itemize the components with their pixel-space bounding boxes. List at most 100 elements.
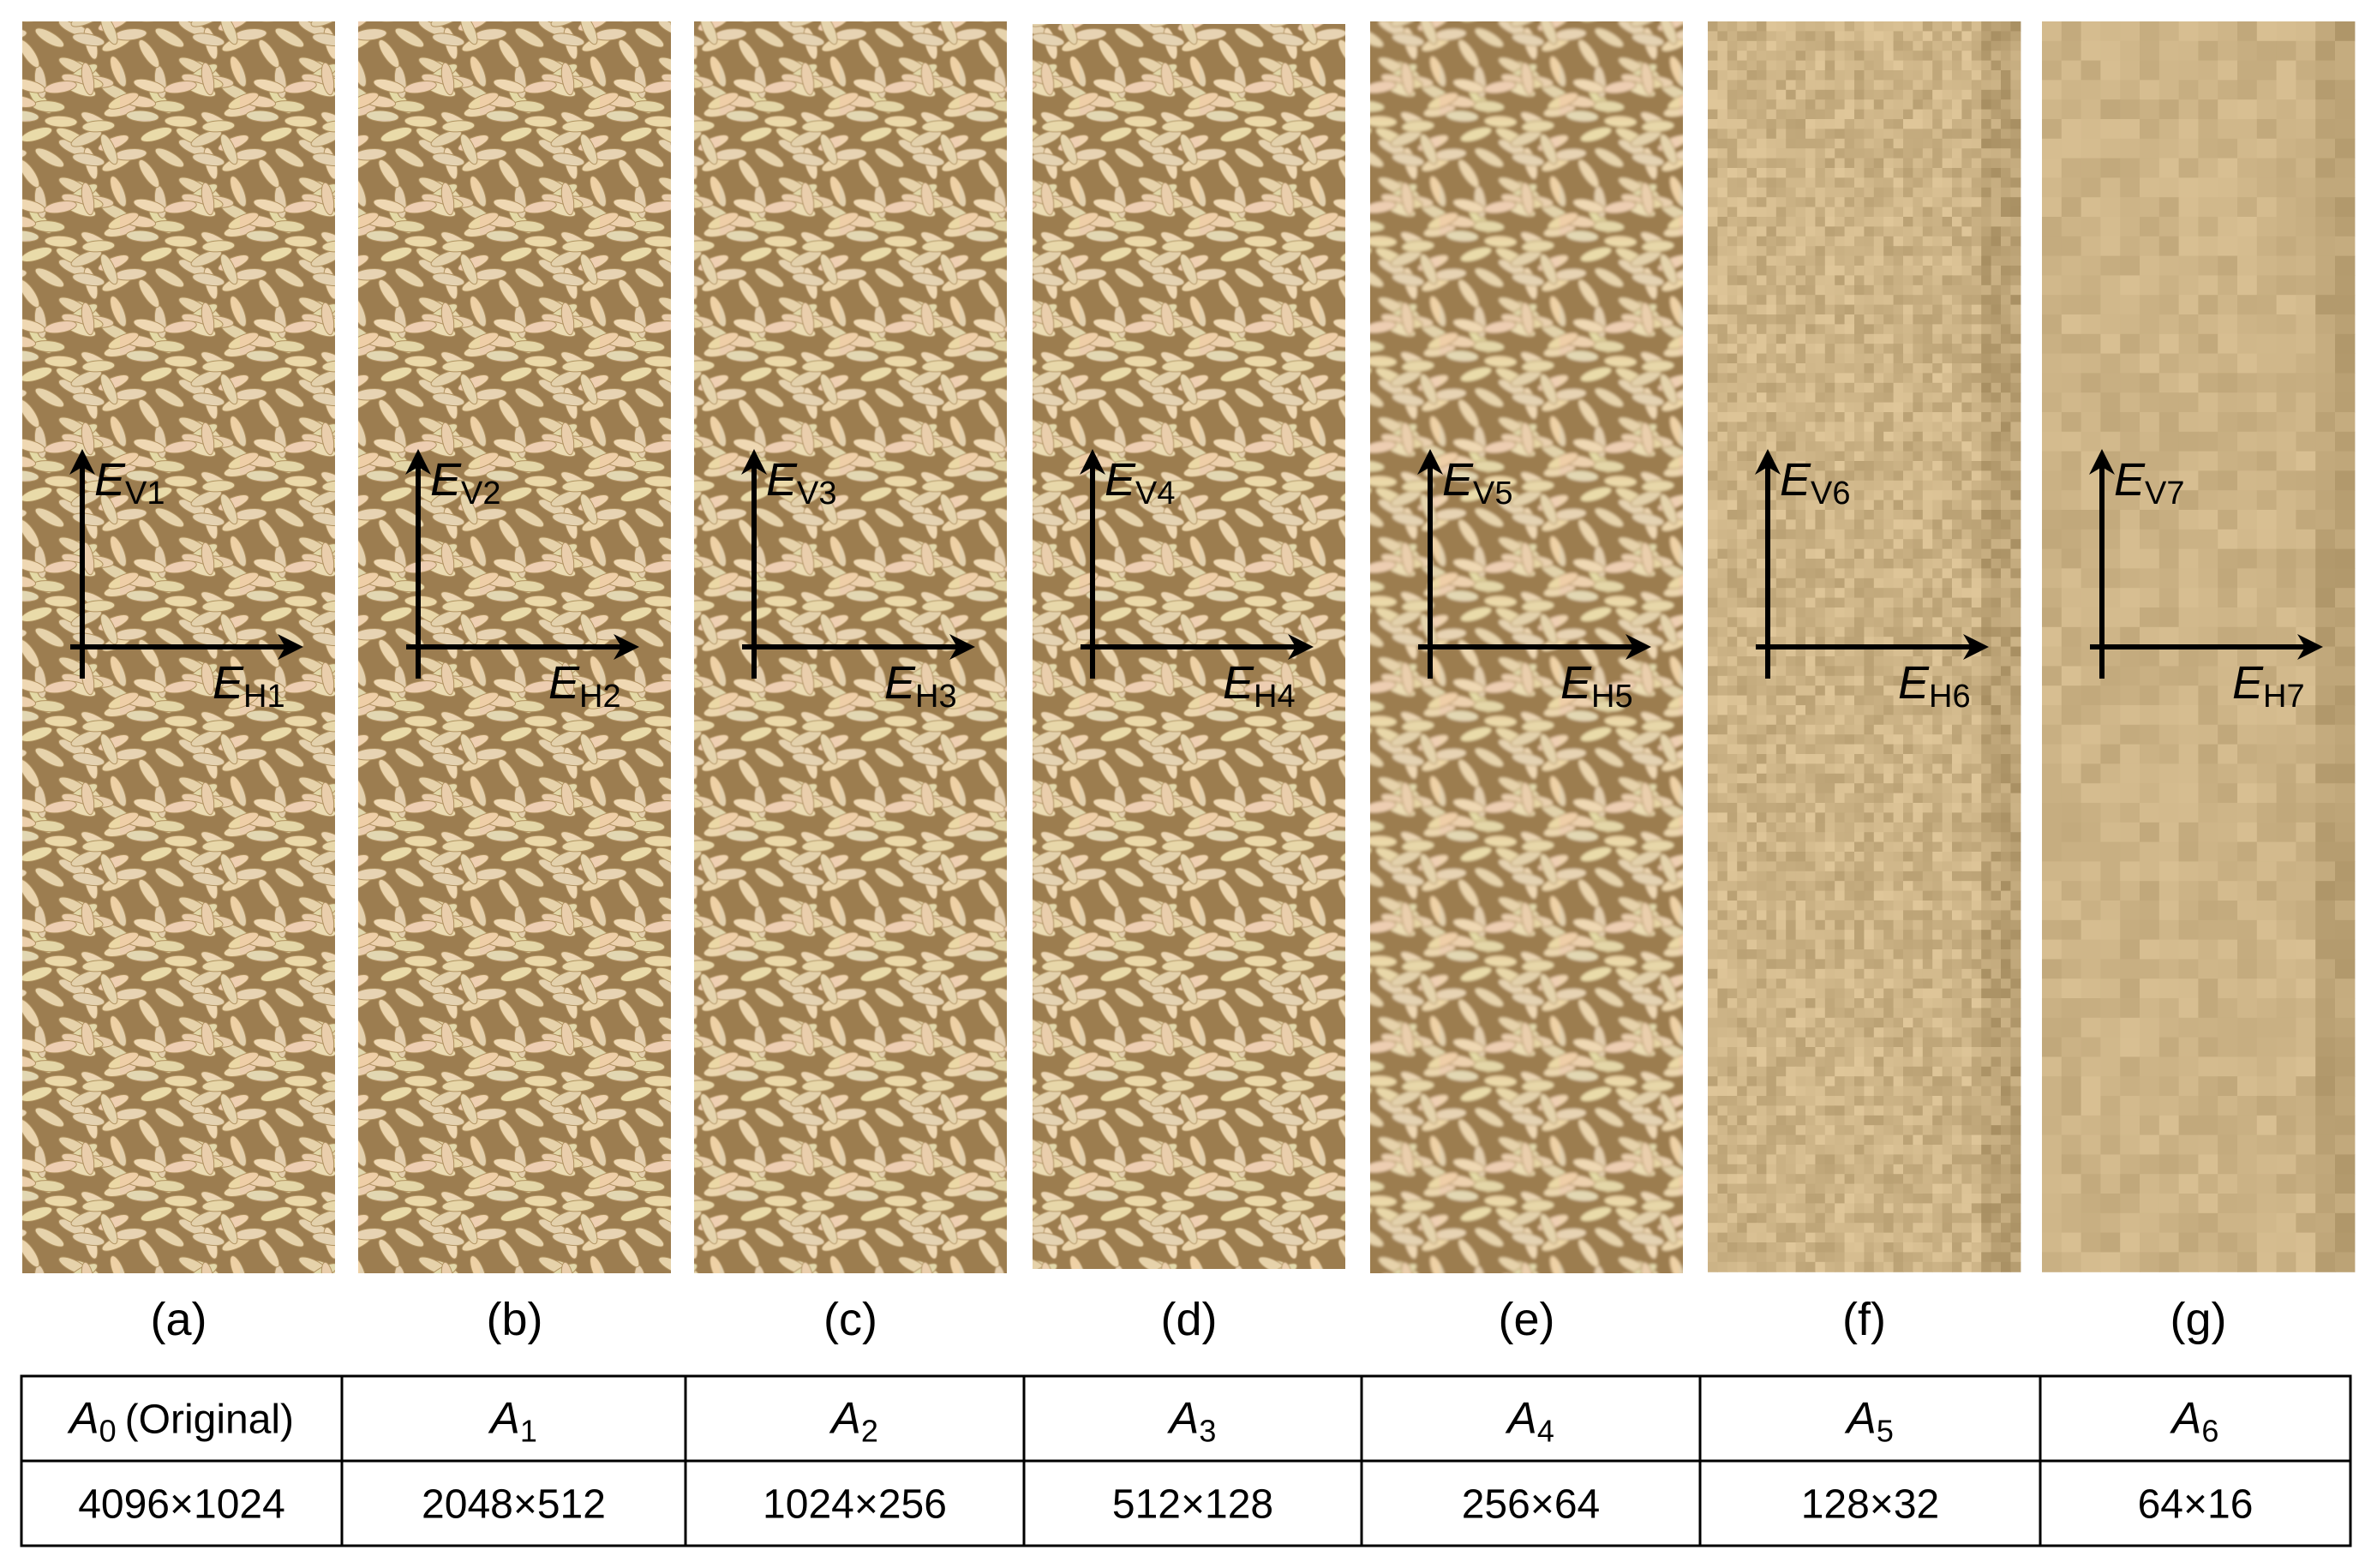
texture-pixel <box>1775 1212 1787 1224</box>
texture-pixel <box>1708 51 1718 62</box>
texture-pixel <box>1835 490 1846 501</box>
texture-pixel <box>1824 373 1835 384</box>
texture-pixel <box>2296 588 2316 608</box>
texture-pixel <box>1873 51 1884 62</box>
texture-pixel <box>1932 754 1943 764</box>
texture-pixel <box>1903 890 1913 901</box>
texture-pixel <box>1952 1164 1962 1175</box>
texture-pixel <box>1883 607 1895 618</box>
texture-pixel <box>2001 1096 2011 1106</box>
texture-pixel <box>1766 1096 1777 1106</box>
texture-pixel <box>1952 1145 1962 1155</box>
texture-pixel <box>2198 119 2218 140</box>
texture-pixel <box>1873 1027 1884 1038</box>
texture-pixel <box>1717 1008 1728 1019</box>
texture-pixel <box>1757 685 1767 697</box>
texture-pixel <box>1864 373 1875 384</box>
texture-pixel <box>1932 607 1943 618</box>
texture-pixel <box>1815 1194 1826 1204</box>
texture-pixel <box>1913 217 1924 227</box>
texture-pixel <box>1824 548 1835 560</box>
texture-pixel <box>1795 1252 1806 1263</box>
texture-pixel <box>1922 1105 1933 1116</box>
texture-pixel <box>1913 99 1924 111</box>
texture-pixel <box>1932 685 1943 697</box>
texture-pixel <box>1854 236 1865 247</box>
texture-pixel <box>2120 470 2140 491</box>
texture-pixel <box>1922 793 1933 804</box>
texture-pixel <box>2010 646 2021 657</box>
texture-pixel <box>1893 715 1904 726</box>
texture-pixel <box>1952 451 1962 462</box>
texture-pixel <box>2081 607 2101 628</box>
texture-pixel <box>2001 685 2011 697</box>
texture-pixel <box>1815 363 1826 374</box>
texture-pixel <box>1873 1232 1884 1243</box>
texture-pixel <box>1844 715 1855 726</box>
texture-pixel <box>1835 1047 1846 1057</box>
texture-pixel <box>1991 168 2002 178</box>
texture-pixel <box>1981 822 1992 833</box>
texture-pixel <box>1864 968 1875 979</box>
texture-pixel <box>1873 988 1884 999</box>
texture-pixel <box>1961 333 1973 344</box>
texture-pixel <box>1942 217 1953 227</box>
texture-pixel <box>1981 392 1992 404</box>
texture-pixel <box>1727 246 1738 257</box>
texture-pixel <box>1746 1174 1757 1185</box>
texture-pixel <box>1727 890 1738 901</box>
texture-pixel <box>1991 1164 2002 1175</box>
texture-pixel <box>1903 60 1913 71</box>
texture-pixel <box>1883 333 1895 344</box>
texture-pixel <box>1854 31 1865 42</box>
texture-pixel <box>1952 1203 1962 1214</box>
texture-pixel <box>1971 1134 1982 1146</box>
texture-pixel <box>1961 1115 1973 1126</box>
texture-pixel <box>1844 1105 1855 1116</box>
texture-pixel <box>1727 295 1738 306</box>
texture-pixel <box>1746 1242 1757 1253</box>
texture-pixel <box>1952 236 1962 247</box>
texture-pixel <box>1815 1056 1826 1068</box>
texture-pixel <box>1727 177 1738 189</box>
texture-pixel <box>1864 197 1875 208</box>
texture-pixel <box>1913 1008 1924 1019</box>
texture-pixel <box>1815 832 1826 843</box>
texture-pixel <box>1971 246 1982 257</box>
texture-pixel <box>1952 206 1962 218</box>
texture-pixel <box>1893 148 1904 159</box>
texture-pixel <box>1824 402 1835 413</box>
texture-pixel <box>1795 968 1806 979</box>
texture-pixel <box>1971 715 1982 726</box>
texture-pixel <box>1873 568 1884 579</box>
texture-pixel <box>1708 656 1718 667</box>
texture-pixel <box>2100 217 2121 237</box>
texture-pixel <box>1795 959 1806 970</box>
texture-pixel <box>1873 1183 1884 1194</box>
texture-pixel <box>1864 519 1875 530</box>
texture-pixel <box>1835 158 1846 169</box>
texture-pixel <box>1717 1066 1728 1077</box>
texture-pixel <box>2061 451 2082 471</box>
texture-pixel <box>1913 1145 1924 1155</box>
texture-pixel <box>1893 60 1904 71</box>
texture-pixel <box>1815 333 1826 344</box>
texture-pixel <box>1903 685 1913 697</box>
texture-pixel <box>1942 988 1953 999</box>
texture-pixel <box>1805 783 1816 794</box>
texture-pixel <box>1971 138 1982 149</box>
texture-pixel <box>1961 1086 1973 1097</box>
texture-pixel <box>1942 841 1953 853</box>
texture-pixel <box>1873 783 1884 794</box>
texture-pixel <box>1775 1134 1787 1146</box>
texture-pixel <box>1893 1145 1904 1155</box>
texture-pixel <box>1991 998 2002 1008</box>
texture-pixel <box>2335 236 2356 257</box>
texture-pixel <box>1786 1174 1797 1185</box>
texture-pixel <box>1952 1105 1962 1116</box>
texture-pixel <box>2010 1164 2021 1175</box>
texture-pixel <box>1746 734 1757 745</box>
texture-pixel <box>2158 80 2180 100</box>
texture-pixel <box>2178 158 2199 178</box>
